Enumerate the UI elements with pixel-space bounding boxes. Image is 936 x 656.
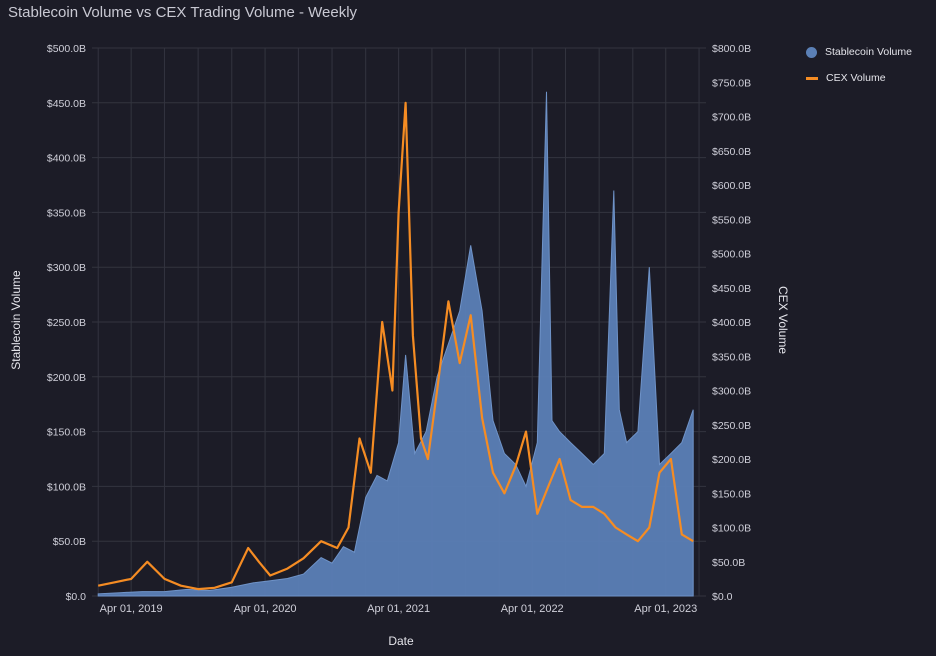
legend-stablecoin-label: Stablecoin Volume bbox=[825, 46, 912, 58]
x-tick-label: Apr 01, 2021 bbox=[367, 603, 430, 615]
y-right-tick-label: $700.0B bbox=[712, 112, 751, 124]
y-left-tick-label: $50.0B bbox=[53, 536, 86, 548]
x-tick-label: Apr 01, 2020 bbox=[234, 603, 297, 615]
legend-stablecoin-swatch bbox=[806, 46, 817, 58]
y-axis-right-label: CEX Volume bbox=[776, 286, 790, 354]
series-group bbox=[97, 91, 694, 597]
y-right-tick-label: $300.0B bbox=[712, 386, 751, 398]
y-right-tick-label: $650.0B bbox=[712, 146, 751, 158]
y-right-tick-label: $600.0B bbox=[712, 180, 751, 192]
y-left-tick-label: $100.0B bbox=[47, 481, 86, 493]
legend: Stablecoin Volume CEX Volume bbox=[806, 44, 912, 96]
chart-title: Stablecoin Volume vs CEX Trading Volume … bbox=[8, 4, 358, 21]
y-right-tick-label: $550.0B bbox=[712, 214, 751, 226]
y-left-tick-label: $0.0 bbox=[66, 591, 87, 603]
legend-item-cex[interactable]: CEX Volume bbox=[806, 70, 912, 86]
y-right-tick-label: $350.0B bbox=[712, 351, 751, 363]
legend-cex-swatch bbox=[806, 76, 818, 80]
cex-volume-line bbox=[97, 101, 694, 591]
right-axis-ticks: $0.0 $50.0B $100.0B $150.0B $200.0B $250.0B $3… bbox=[712, 43, 751, 603]
x-tick-label: Apr 01, 2022 bbox=[501, 603, 564, 615]
legend-item-stablecoin[interactable]: Stablecoin Volume bbox=[806, 44, 912, 60]
x-tick-label: Apr 01, 2023 bbox=[634, 603, 697, 615]
y-right-tick-label: $750.0B bbox=[712, 77, 751, 89]
y-left-tick-label: $300.0B bbox=[47, 262, 86, 274]
y-left-tick-label: $200.0B bbox=[47, 372, 86, 384]
y-left-tick-label: $450.0B bbox=[47, 98, 86, 110]
y-left-tick-label: $350.0B bbox=[47, 207, 86, 219]
x-tick-label: Apr 01, 2019 bbox=[100, 603, 163, 615]
y-right-tick-label: $100.0B bbox=[712, 523, 751, 535]
y-right-tick-label: $0.0 bbox=[712, 591, 733, 603]
y-left-tick-label: $500.0B bbox=[47, 43, 86, 55]
y-right-tick-label: $250.0B bbox=[712, 420, 751, 432]
stablecoin-volume-area bbox=[97, 91, 694, 597]
y-right-tick-label: $400.0B bbox=[712, 317, 751, 329]
y-right-tick-label: $450.0B bbox=[712, 283, 751, 295]
legend-cex-label: CEX Volume bbox=[826, 72, 886, 84]
x-axis-ticks: Apr 01, 2019 Apr 01, 2020 Apr 01, 2021 Apr … bbox=[100, 603, 698, 615]
y-right-tick-label: $50.0B bbox=[712, 557, 745, 569]
y-right-tick-label: $800.0B bbox=[712, 43, 751, 55]
y-left-tick-label: $250.0B bbox=[47, 317, 86, 329]
y-left-tick-label: $150.0B bbox=[47, 427, 86, 439]
x-axis-label: Date bbox=[388, 634, 414, 648]
y-axis-left-label: Stablecoin Volume bbox=[9, 270, 23, 370]
y-right-tick-label: $200.0B bbox=[712, 454, 751, 466]
y-left-tick-label: $400.0B bbox=[47, 153, 86, 165]
y-right-tick-label: $500.0B bbox=[712, 249, 751, 261]
y-right-tick-label: $150.0B bbox=[712, 488, 751, 500]
left-axis-ticks: $0.0 $50.0B $100.0B $150.0B $200.0B $250.0B $3… bbox=[47, 43, 86, 603]
